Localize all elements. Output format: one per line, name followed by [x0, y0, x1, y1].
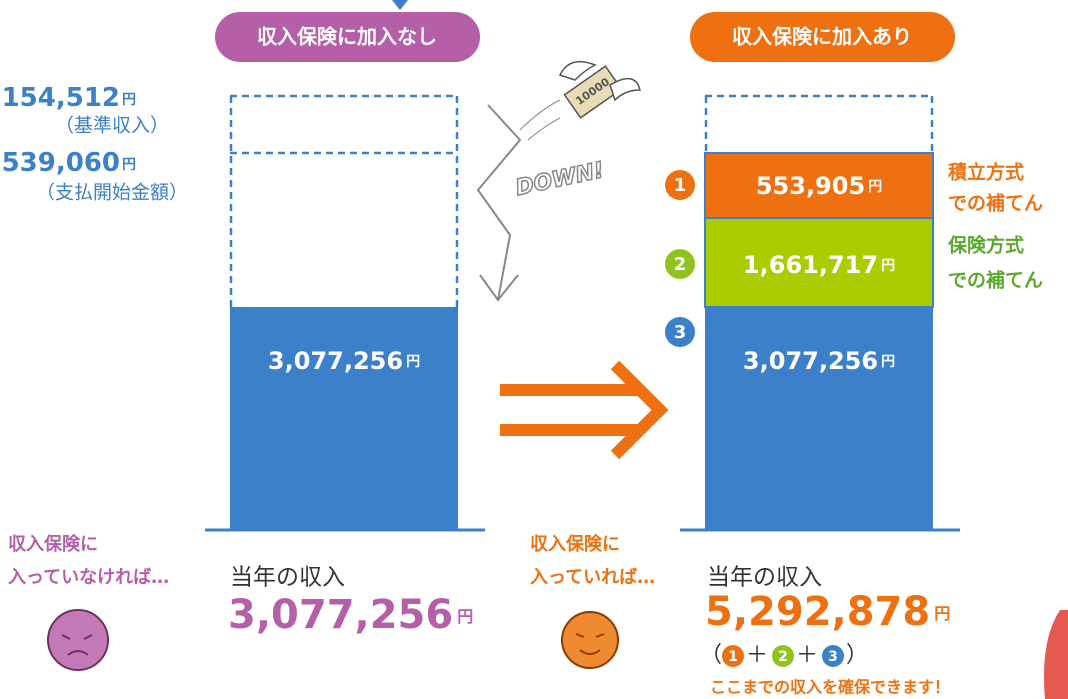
bill-illustration: 10000: [520, 62, 640, 140]
formula-term: 3: [828, 649, 838, 665]
amount: 5,539,060: [0, 148, 120, 178]
footnote: ここまでの収入を確保できます！: [710, 678, 950, 697]
unit: 円: [934, 604, 950, 623]
unit: 円: [881, 258, 895, 274]
value: 1,661,717: [743, 251, 878, 279]
top-arrow: [392, 0, 408, 10]
unit: 円: [868, 179, 882, 195]
marker-text: 3: [674, 322, 687, 343]
note: 保険方式: [947, 234, 1024, 257]
value: 5,539,060: [0, 148, 120, 178]
face-illustration: [48, 610, 108, 670]
face-illustration: [562, 612, 618, 668]
caption: 入っていなければ…: [8, 567, 169, 588]
formula-open: （: [700, 643, 722, 668]
value: 3,077,256: [743, 347, 878, 375]
formula: （ 1 ＋ 2 ＋ 3 ）: [700, 643, 868, 668]
income-label: 当年の収入: [707, 565, 822, 591]
amount: 6,154,512: [0, 83, 120, 113]
value: 3,077,256: [268, 347, 403, 375]
down-text: DOWN!: [513, 158, 606, 201]
value: 553,905: [756, 172, 865, 200]
figure-edge: [1044, 610, 1068, 699]
page: 収入保険に加入なし 収入保険に加入あり 6,154,512 円 （基準収入） 5…: [0, 0, 1068, 699]
unit: 円: [122, 157, 136, 173]
big-arrow: [500, 365, 660, 455]
value: 6,154,512: [0, 83, 120, 113]
formula-term: 1: [728, 649, 738, 665]
value: 5,292,878: [705, 589, 930, 635]
badge-text: 収入保険に加入あり: [732, 25, 912, 49]
formula-close: ）: [846, 643, 868, 668]
unit: 円: [457, 607, 473, 626]
formula-plus: ＋: [796, 643, 818, 668]
note: での補てん: [948, 269, 1043, 292]
unit: 円: [881, 354, 895, 370]
caption: 収入保険に: [530, 533, 620, 555]
value: 3,077,256: [228, 592, 453, 638]
caption: 入っていれば…: [530, 567, 655, 588]
bar: [230, 307, 458, 530]
formula-term: 2: [778, 649, 788, 665]
caption: 収入保険に: [8, 533, 98, 555]
label: （支払開始金額）: [36, 182, 188, 204]
marker-text: 1: [674, 175, 687, 196]
formula-plus: ＋: [746, 643, 768, 668]
down-arrow: [478, 105, 520, 300]
note: での補てん: [948, 192, 1043, 215]
segment: [705, 307, 933, 530]
note: 積立方式: [948, 161, 1024, 184]
unit: 円: [122, 92, 136, 108]
income-label: 当年の収入: [230, 565, 345, 591]
badge-text: 収入保険に加入なし: [257, 25, 437, 49]
diagram: 収入保険に加入なし 収入保険に加入あり 6,154,512 円 （基準収入） 5…: [0, 0, 1068, 699]
unit: 円: [406, 354, 420, 370]
label: （基準収入）: [55, 115, 169, 137]
marker-text: 2: [674, 254, 687, 275]
